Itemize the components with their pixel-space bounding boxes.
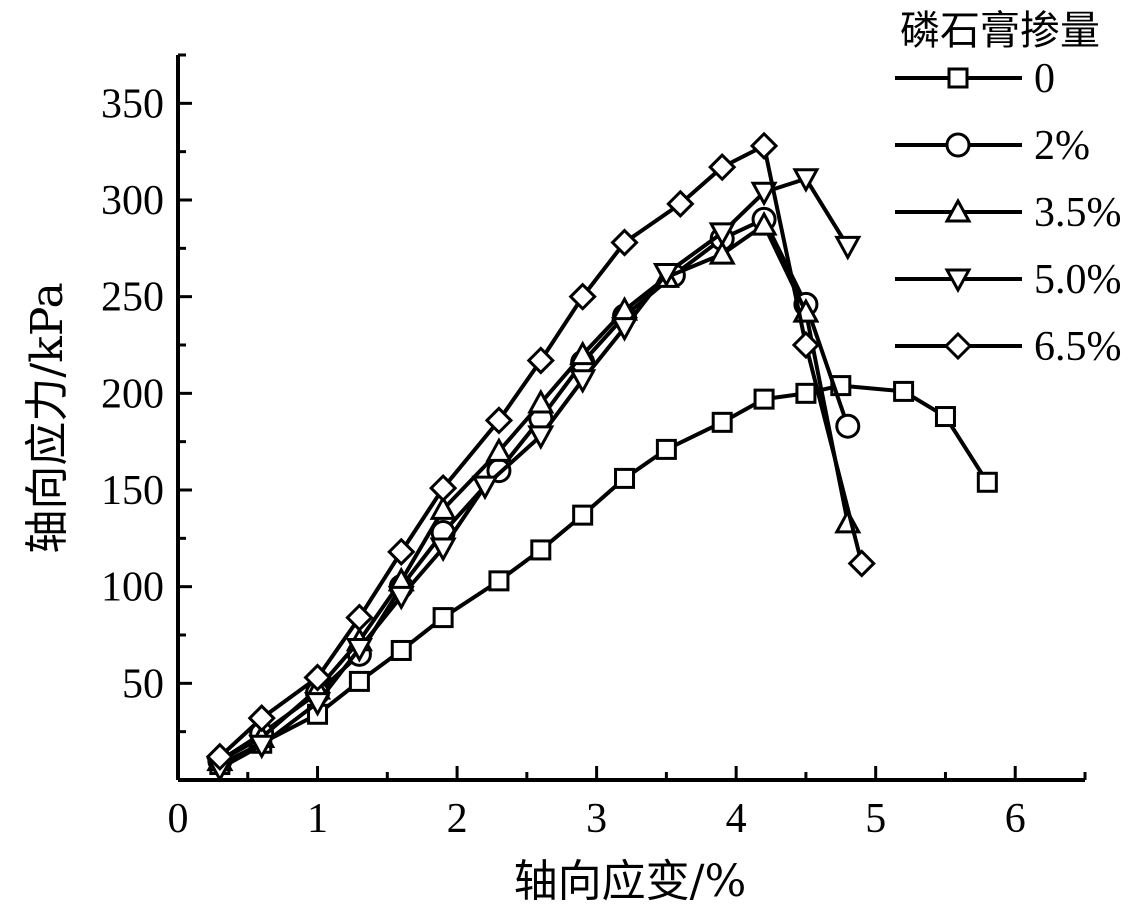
data-point xyxy=(304,692,332,717)
data-point xyxy=(345,603,374,632)
data-point xyxy=(390,639,412,661)
data-point xyxy=(711,411,733,433)
x-tick-label: 4 xyxy=(726,796,747,842)
y-tick-label: 250 xyxy=(101,275,164,321)
series-3 xyxy=(206,168,862,783)
legend-title: 磷石膏掺量 xyxy=(900,8,1100,54)
data-point xyxy=(527,388,555,414)
legend-item-1: 2% xyxy=(895,123,1090,169)
data-point xyxy=(429,537,457,563)
data-point xyxy=(666,189,695,218)
data-point xyxy=(568,282,597,311)
data-point xyxy=(345,638,373,663)
legend-item-4: 6.5% xyxy=(895,324,1122,370)
data-point xyxy=(795,382,817,404)
data-point xyxy=(791,330,821,360)
data-point xyxy=(655,438,677,460)
x-tick-label: 3 xyxy=(586,796,607,842)
x-tick-label: 2 xyxy=(447,796,468,842)
y-axis-title: 轴向应力/kPa xyxy=(22,282,73,553)
legend-marker xyxy=(944,268,972,294)
data-point xyxy=(610,317,639,342)
data-point xyxy=(750,181,778,207)
data-point xyxy=(248,734,276,760)
data-point xyxy=(835,413,861,439)
x-tick-label: 5 xyxy=(865,796,886,842)
data-point xyxy=(934,406,956,428)
y-tick-label: 50 xyxy=(122,661,164,707)
data-point xyxy=(205,742,234,771)
legend-marker xyxy=(947,67,969,89)
x-tick-label: 0 xyxy=(168,796,189,842)
data-point xyxy=(527,425,555,450)
data-point xyxy=(893,380,915,402)
x-axis-title: 轴向应变/% xyxy=(514,856,747,907)
data-point xyxy=(348,670,370,692)
data-point xyxy=(484,406,514,435)
data-point xyxy=(485,437,513,462)
data-point xyxy=(387,537,416,566)
data-point xyxy=(530,539,552,561)
data-point xyxy=(753,388,775,410)
data-point xyxy=(652,262,680,288)
legend-marker xyxy=(945,132,971,158)
data-point xyxy=(432,607,454,629)
legend-label: 2% xyxy=(1034,123,1090,169)
legend-label: 0 xyxy=(1034,56,1055,102)
data-point xyxy=(471,475,499,501)
data-point xyxy=(749,131,779,160)
data-point xyxy=(614,467,636,489)
data-point xyxy=(750,211,778,236)
x-axis: 0 1 2 3 4 5 6 xyxy=(168,766,1087,842)
series-layer xyxy=(205,131,998,783)
y-tick-label: 150 xyxy=(101,468,164,514)
data-point xyxy=(708,240,736,265)
legend-item-0: 0 xyxy=(895,56,1055,102)
data-point xyxy=(569,369,597,394)
x-tick-label: 1 xyxy=(307,796,328,842)
data-point xyxy=(708,153,737,182)
data-point xyxy=(792,168,820,193)
series-4 xyxy=(205,131,876,771)
data-point xyxy=(526,346,555,375)
data-point xyxy=(247,704,276,733)
legend-label: 3.5% xyxy=(1034,190,1122,236)
data-point xyxy=(387,585,415,611)
x-tick-label: 6 xyxy=(1005,796,1026,842)
y-tick-label: 300 xyxy=(101,178,164,224)
y-tick-label: 350 xyxy=(101,81,164,127)
data-point xyxy=(847,549,876,578)
y-axis: 50 100 150 200 250 300 350 xyxy=(101,53,192,780)
legend-item-3: 5.0% xyxy=(895,257,1122,303)
legend-label: 5.0% xyxy=(1034,257,1122,303)
series-0 xyxy=(209,375,998,776)
y-tick-label: 100 xyxy=(101,565,164,611)
data-point xyxy=(429,495,457,520)
y-tick-label: 200 xyxy=(101,371,164,417)
data-point xyxy=(610,228,639,257)
series-line xyxy=(218,383,990,767)
legend: 磷石膏掺量 0 2% 3.5% 5.0% 6.5% xyxy=(895,8,1122,370)
data-point xyxy=(303,663,332,692)
data-point xyxy=(488,570,510,592)
legend-label: 6.5% xyxy=(1034,324,1122,370)
legend-marker xyxy=(944,197,972,223)
data-point xyxy=(572,504,594,526)
data-point xyxy=(708,222,736,247)
data-point xyxy=(569,340,597,366)
data-point xyxy=(976,471,998,493)
data-point xyxy=(834,235,862,261)
legend-item-2: 3.5% xyxy=(895,190,1122,236)
data-point xyxy=(429,473,458,503)
legend-marker xyxy=(943,331,973,361)
